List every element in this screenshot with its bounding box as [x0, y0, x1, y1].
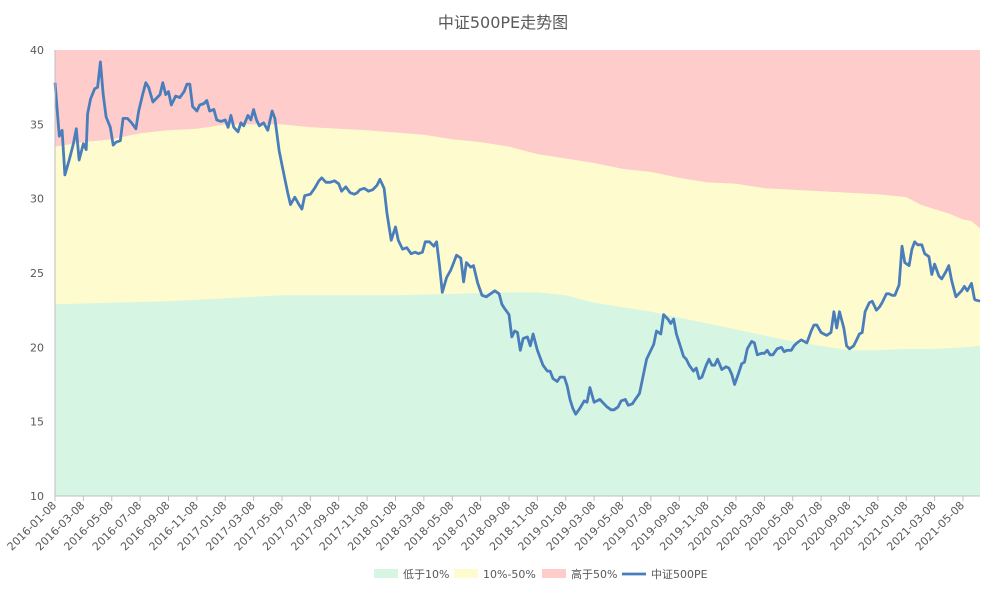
- y-tick-label: 15: [30, 416, 44, 429]
- legend-label: 低于10%: [403, 568, 449, 581]
- legend-label: 中证500PE: [651, 568, 708, 581]
- legend-label: 高于50%: [571, 567, 617, 581]
- y-tick-label: 30: [30, 193, 44, 206]
- legend-item: 高于50%: [542, 567, 617, 581]
- y-tick-label: 35: [30, 118, 44, 131]
- y-tick-label: 10: [30, 490, 44, 503]
- y-tick-label: 25: [30, 267, 44, 280]
- legend-swatch: [542, 569, 566, 578]
- legend-item: 10%-50%: [454, 568, 536, 581]
- y-tick-label: 40: [30, 44, 44, 57]
- chart-title: 中证500PE走势图: [438, 13, 568, 32]
- band-low: [55, 292, 980, 496]
- pe-line: [53, 60, 981, 416]
- legend-swatch: [454, 569, 478, 578]
- legend-item: 中证500PE: [622, 568, 708, 581]
- legend: 低于10% 10%-50% 高于50% 中证500PE: [374, 567, 708, 581]
- legend-label: 10%-50%: [483, 568, 536, 581]
- legend-item: 低于10%: [374, 568, 449, 581]
- legend-swatch: [374, 569, 398, 578]
- plot-area: [53, 50, 981, 496]
- y-tick-label: 20: [30, 341, 44, 354]
